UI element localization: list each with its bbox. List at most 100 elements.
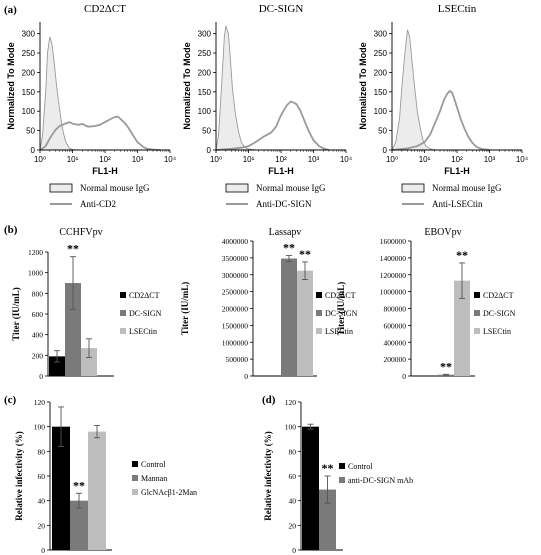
y-tick-label: 400000 — [384, 338, 407, 347]
bar — [265, 376, 281, 377]
significance-mark: ** — [73, 478, 85, 492]
bar-chart-panel: EBOVpv 0 200000 400000 600000 800000 1000000 12… — [336, 227, 516, 381]
histogram-fill-igg — [40, 37, 76, 150]
bar-chart-title: EBOVpv — [424, 227, 461, 238]
x-tick-label: 10¹ — [67, 155, 79, 164]
bar-chart-panel: Lassapv 0 500000 1000000 1500000 2000000 25000… — [180, 227, 358, 381]
y-tick-label: 4000000 — [222, 237, 249, 246]
y-tick-label: 1000000 — [222, 338, 249, 347]
legend-swatch — [132, 461, 138, 467]
y-tick-label: 60 — [38, 472, 46, 481]
panel-label: (b) — [4, 224, 18, 236]
legend-swatch — [316, 292, 322, 298]
y-tick-label: 300 — [198, 30, 212, 39]
legend-swatch — [120, 310, 126, 316]
y-tick-label: 200 — [32, 351, 44, 360]
bar — [281, 259, 297, 376]
y-tick-label: 800000 — [384, 305, 407, 314]
legend-label: Mannan — [141, 474, 167, 483]
x-axis-label: FL1-H — [444, 166, 470, 176]
legend-label: LSECtin — [483, 327, 511, 336]
y-tick-label: 0 — [31, 146, 36, 155]
y-tick-label: 1000000 — [380, 288, 407, 297]
legend-swatch — [339, 477, 345, 483]
y-tick-label: 50 — [378, 127, 387, 136]
histogram-panel: LSECtin 0 50 100 150 200 250 300 10⁰ 10¹ 10² 10³ 10⁴… — [358, 3, 529, 209]
y-tick-label: 400 — [32, 331, 44, 340]
y-tick-label: 100 — [34, 423, 46, 432]
legend-swatch — [474, 328, 480, 334]
y-tick-label: 600000 — [384, 321, 407, 330]
legend-swatch — [316, 328, 322, 334]
y-tick-label: 250 — [198, 49, 212, 58]
legend-label: DC-SIGN — [129, 309, 162, 318]
y-tick-label: 3000000 — [222, 271, 249, 280]
y-tick-label: 60 — [289, 472, 297, 481]
y-tick-label: 600 — [32, 310, 44, 319]
y-tick-label: 120 — [34, 398, 46, 407]
y-tick-label: 50 — [202, 127, 211, 136]
x-tick-label: 10² — [99, 155, 111, 164]
y-tick-label: 100 — [285, 423, 297, 432]
y-tick-label: 0 — [383, 146, 388, 155]
y-tick-label: 20 — [38, 521, 46, 530]
y-tick-label: 0 — [39, 372, 43, 381]
legend-swatch-igg — [402, 184, 424, 192]
legend-swatch — [474, 292, 480, 298]
y-axis-label: Relative infectivity (%) — [14, 431, 24, 520]
legend-swatch — [316, 310, 322, 316]
y-tick-label: 80 — [289, 447, 297, 456]
y-tick-label: 100 — [374, 107, 388, 116]
y-tick-label: 120 — [285, 398, 297, 407]
y-tick-label: 1600000 — [380, 237, 407, 246]
x-tick-label: 10⁰ — [34, 155, 46, 164]
bar — [422, 376, 438, 377]
x-tick-label: 10⁴ — [516, 155, 529, 164]
significance-mark: ** — [440, 359, 452, 373]
y-tick-label: 3500000 — [222, 254, 249, 263]
y-axis-label: Titer (IU/mL) — [336, 282, 346, 335]
legend-label-antibody: Anti-CD2 — [80, 199, 116, 209]
y-tick-label: 0 — [402, 372, 406, 381]
legend-label: DC-SIGN — [483, 309, 516, 318]
panel-label: (c) — [4, 394, 17, 406]
histogram-title: DC-SIGN — [259, 3, 304, 15]
histogram-panel: CD2ΔCT 0 50 100 150 200 250 300 10⁰ 10¹ 10² 10³ 10⁴ F… — [6, 3, 177, 209]
x-tick-label: 10³ — [132, 155, 144, 164]
x-tick-label: 10¹ — [419, 155, 431, 164]
x-tick-label: 10⁴ — [164, 155, 177, 164]
legend-swatch-igg — [50, 184, 72, 192]
y-tick-label: 0 — [292, 546, 296, 555]
legend-swatch-igg — [226, 184, 248, 192]
panel-label: (d) — [262, 394, 276, 406]
x-tick-label: 10⁰ — [386, 155, 398, 164]
y-tick-label: 2500000 — [222, 288, 249, 297]
legend-label-antibody: Anti-DC-SIGN — [256, 199, 312, 209]
legend-swatch — [132, 475, 138, 481]
y-tick-label: 200 — [198, 68, 212, 77]
bar-chart-title: Lassapv — [269, 227, 302, 238]
y-tick-label: 150 — [198, 88, 212, 97]
bar — [88, 432, 106, 550]
y-tick-label: 0 — [207, 146, 212, 155]
y-tick-label: 0 — [244, 372, 248, 381]
legend-label-antibody: Anti-LSECtin — [432, 199, 483, 209]
legend-label: CD2ΔCT — [129, 291, 160, 300]
legend-label-igg: Normal mouse IgG — [432, 183, 502, 193]
legend-label: Control — [141, 460, 166, 469]
legend-swatch — [132, 489, 138, 495]
y-tick-label: 40 — [289, 497, 297, 506]
y-axis-label: Titer (IU/mL) — [11, 287, 21, 340]
y-tick-label: 1200000 — [380, 271, 407, 280]
y-tick-label: 100 — [22, 107, 36, 116]
bar-chart-title: CCHFVpv — [59, 227, 102, 238]
x-tick-label: 10⁴ — [340, 155, 353, 164]
legend-label: LSECtin — [129, 327, 157, 336]
significance-mark: ** — [456, 248, 468, 262]
histogram-title: LSECtin — [438, 3, 477, 15]
legend-swatch — [120, 292, 126, 298]
histogram-title: CD2ΔCT — [84, 3, 126, 15]
panel-label: (a) — [4, 4, 17, 16]
y-tick-label: 80 — [38, 447, 46, 456]
x-axis-label: FL1-H — [268, 166, 294, 176]
